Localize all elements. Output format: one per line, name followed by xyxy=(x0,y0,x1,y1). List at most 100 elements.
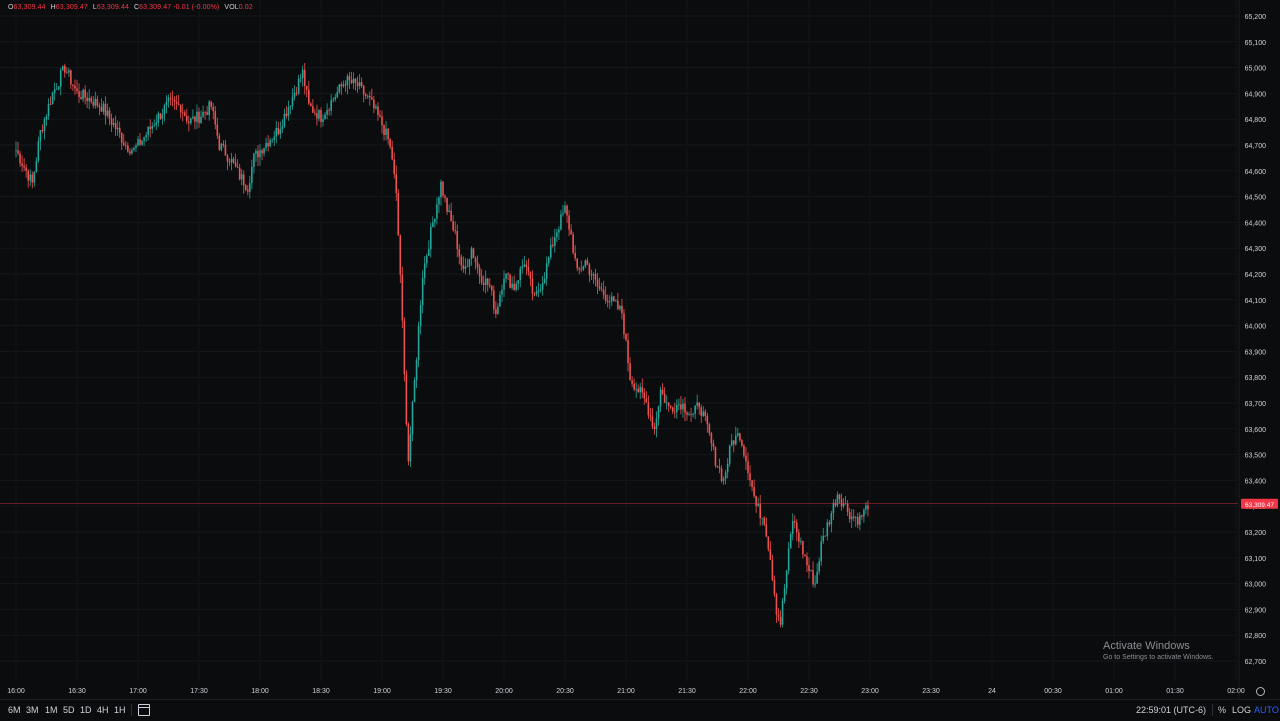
timeframe-5d-button[interactable]: 5D xyxy=(63,705,75,715)
x-tick-label: 16:00 xyxy=(7,688,25,695)
candle-body xyxy=(491,286,493,291)
candle-body xyxy=(210,101,212,107)
candle-body xyxy=(301,69,304,79)
candle-body xyxy=(580,269,583,271)
auto-toggle[interactable]: AUTO xyxy=(1254,705,1279,715)
candle-body xyxy=(226,155,229,162)
candle-body xyxy=(617,300,619,310)
candle-body xyxy=(383,125,385,135)
timeframe-4h-button[interactable]: 4H xyxy=(97,705,109,715)
timeframe-1m-button[interactable]: 1M xyxy=(45,705,58,715)
candle-body xyxy=(732,440,735,445)
candle-body xyxy=(265,142,267,148)
candle-body xyxy=(161,114,164,119)
candle-body xyxy=(495,309,497,314)
candle-body xyxy=(108,110,111,119)
last-price-tag xyxy=(1241,498,1278,509)
bottom-toolbar: 6M 3M 1M 5D 1D 4H 1H 22:59:01 (UTC-6) % … xyxy=(0,699,1280,721)
candle-body xyxy=(753,486,755,497)
timeframe-6m-button[interactable]: 6M xyxy=(8,705,21,715)
candle-body xyxy=(493,290,495,310)
candle-body xyxy=(59,70,62,87)
candle-body xyxy=(700,407,703,416)
clock-readout[interactable]: 22:59:01 (UTC-6) xyxy=(1136,705,1207,715)
candle-body xyxy=(385,128,387,135)
candle-body xyxy=(53,89,56,93)
candle-body xyxy=(352,78,355,84)
candle-body xyxy=(602,289,605,295)
x-tick-label: 22:30 xyxy=(800,688,818,695)
candle-body xyxy=(505,273,507,279)
candle-body xyxy=(82,89,84,100)
candle-body xyxy=(576,258,578,269)
candle-body xyxy=(610,296,613,302)
timeframe-1d-button[interactable]: 1D xyxy=(80,705,92,715)
close-label: C xyxy=(133,4,140,11)
candle-body xyxy=(29,174,32,181)
candle-body xyxy=(88,97,90,102)
candle-body xyxy=(810,570,812,572)
candle-body xyxy=(253,153,255,167)
candle-body xyxy=(850,516,853,520)
y-tick-label: 64,300 xyxy=(1245,246,1267,253)
y-tick-label: 63,600 xyxy=(1245,427,1267,434)
candle-body xyxy=(773,579,776,595)
candle-body xyxy=(342,84,345,87)
candle-body xyxy=(787,548,790,571)
candle-body xyxy=(560,214,562,230)
candle-body xyxy=(702,411,705,416)
candle-body xyxy=(310,103,312,107)
candle-body xyxy=(17,150,19,154)
timeframe-3m-button[interactable]: 3M xyxy=(26,705,39,715)
candle-body xyxy=(525,264,528,268)
candle-body xyxy=(631,380,633,384)
candle-body xyxy=(641,387,644,393)
candle-body xyxy=(667,402,670,407)
candle-body xyxy=(405,374,408,425)
candle-body xyxy=(627,339,629,364)
candle-body xyxy=(259,150,261,158)
candle-body xyxy=(212,106,215,112)
candle-body xyxy=(771,560,774,580)
candle-body xyxy=(529,271,532,279)
candle-body xyxy=(779,616,782,625)
candle-body xyxy=(476,262,479,268)
candle-body xyxy=(403,320,406,375)
candle-body xyxy=(263,147,265,154)
chart-settings-icon[interactable] xyxy=(1256,687,1265,696)
calendar-icon[interactable] xyxy=(138,704,150,716)
candle-body xyxy=(163,105,166,115)
candle-body xyxy=(783,588,786,602)
candle-body xyxy=(364,94,367,97)
candle-body xyxy=(570,229,572,235)
candle-body xyxy=(639,387,642,393)
timeframe-1h-button[interactable]: 1H xyxy=(114,705,126,715)
candle-body xyxy=(137,139,139,146)
candle-body xyxy=(556,232,558,238)
candle-body xyxy=(51,92,54,105)
candle-body xyxy=(45,116,48,120)
low-value: 63,309.44 xyxy=(96,4,129,11)
candle-body xyxy=(350,80,353,84)
candle-body xyxy=(427,249,430,256)
log-toggle[interactable]: LOG xyxy=(1232,705,1252,715)
candle-body xyxy=(834,502,837,506)
candle-body xyxy=(216,124,219,136)
price-chart[interactable]: 65,200 65,100 65,000 64,900 64,800 64,700 64,6… xyxy=(0,0,1280,699)
candle-body xyxy=(816,571,818,584)
candle-body xyxy=(369,95,371,98)
activate-windows-watermark: Activate Windows Go to Settings to activ… xyxy=(1103,640,1214,661)
candle-body xyxy=(674,411,676,413)
candle-body xyxy=(661,389,664,394)
y-tick-label: 62,700 xyxy=(1245,659,1267,666)
candle-body xyxy=(499,294,501,307)
y-tick-label: 64,200 xyxy=(1245,272,1267,279)
x-tick-label: 20:30 xyxy=(556,688,574,695)
y-tick-label: 63,800 xyxy=(1245,375,1267,382)
candle-body xyxy=(708,424,711,434)
percent-toggle[interactable]: % xyxy=(1218,705,1227,715)
candle-body xyxy=(122,142,125,146)
candle-body xyxy=(76,88,78,92)
volume-value: 0.02 xyxy=(238,4,253,11)
candle-body xyxy=(74,85,76,89)
